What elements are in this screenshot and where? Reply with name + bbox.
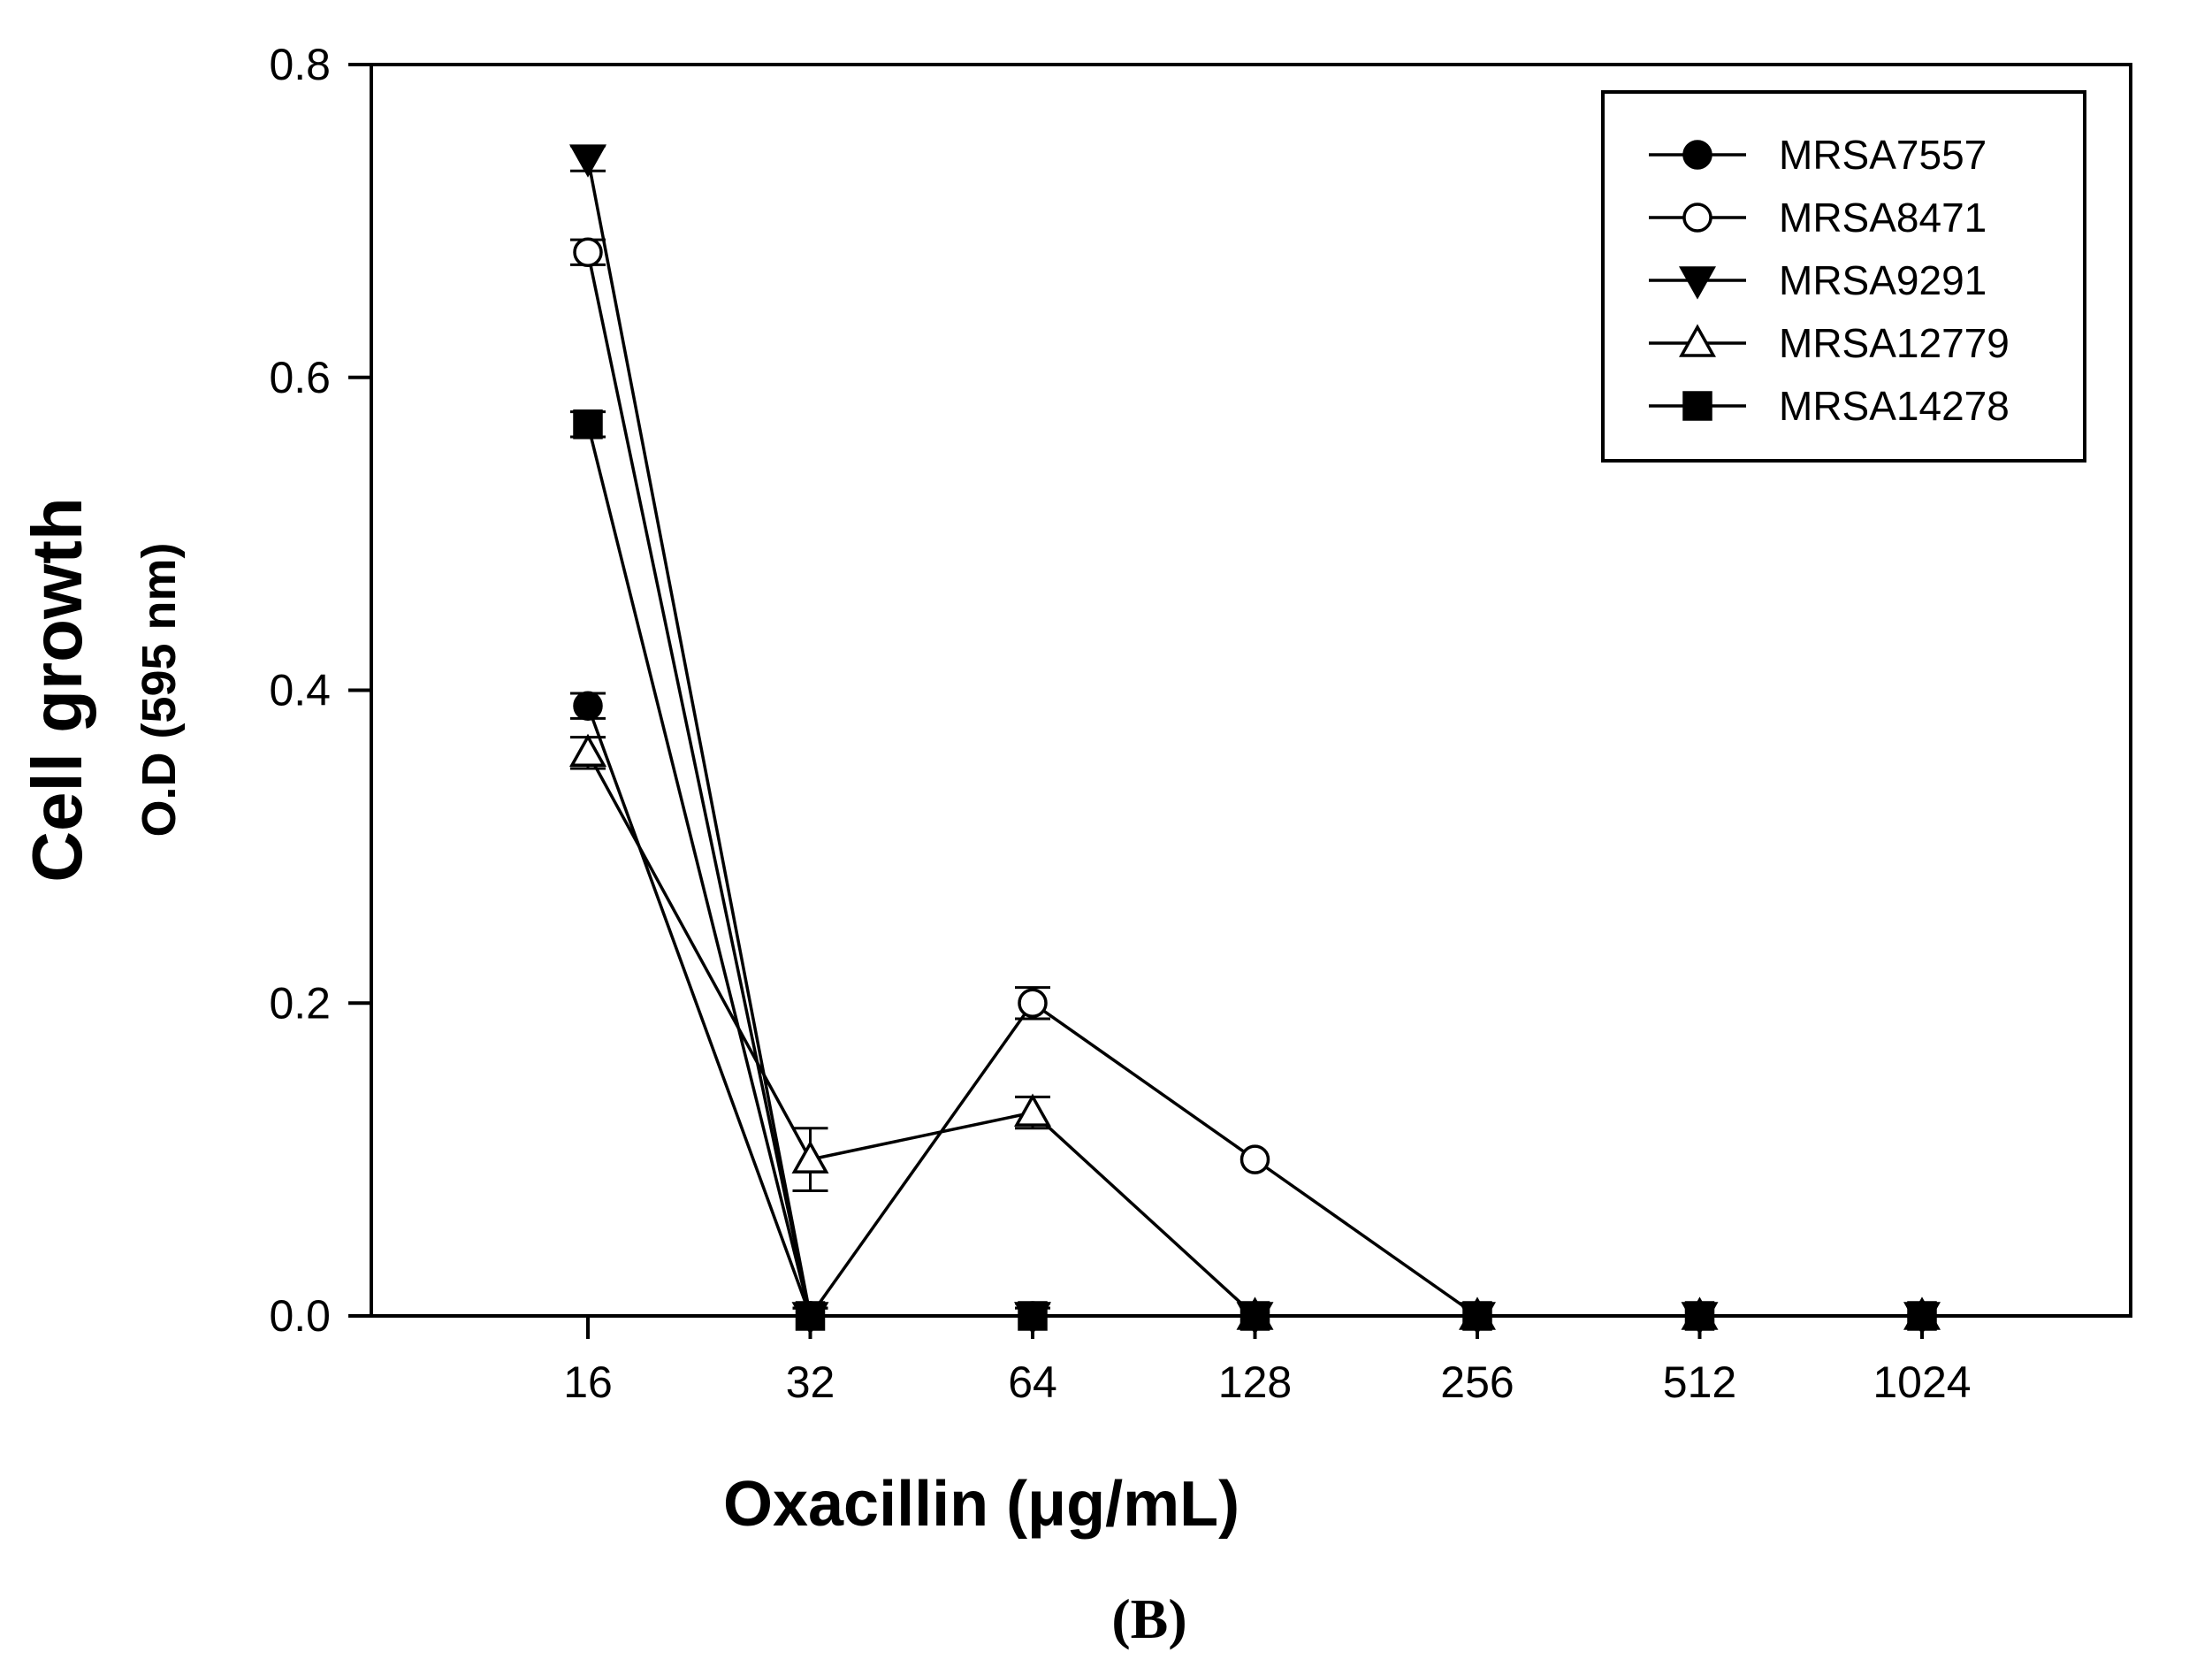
x-tick-label: 128 [1218, 1357, 1292, 1407]
data-point-mrsa14278 [1462, 1301, 1492, 1331]
y-tick-label: 0.0 [269, 1291, 331, 1341]
legend-marker-mrsa8471 [1682, 203, 1712, 233]
x-tick-label: 64 [1008, 1357, 1057, 1407]
data-point-mrsa14278 [1239, 1301, 1270, 1331]
legend-label: MRSA9291 [1779, 257, 1987, 303]
data-point-mrsa14278 [795, 1301, 826, 1331]
x-tick-label: 1024 [1873, 1357, 1971, 1407]
data-point-mrsa9291 [569, 144, 606, 178]
data-point-mrsa12779 [791, 1140, 829, 1174]
x-tick-label: 512 [1663, 1357, 1736, 1407]
data-point-mrsa8471 [1239, 1144, 1270, 1174]
x-tick-label: 16 [563, 1357, 613, 1407]
data-point-mrsa14278 [573, 409, 603, 440]
legend-label: MRSA12779 [1779, 320, 2010, 366]
data-point-mrsa14278 [1018, 1301, 1048, 1331]
legend-item: MRSA14278 [1649, 383, 2010, 429]
y-tick-label: 0.2 [269, 978, 331, 1028]
data-point-mrsa8471 [573, 237, 603, 267]
legend-marker-mrsa14278 [1682, 391, 1712, 421]
legend-marker-mrsa7557 [1682, 140, 1712, 170]
data-point-mrsa8471 [1018, 988, 1048, 1018]
y-axis-subtitle: O.D (595 nm) [133, 542, 186, 837]
y-tick-label: 0.6 [269, 353, 331, 402]
legend-item: MRSA7557 [1649, 132, 1987, 178]
series-markers [569, 144, 1941, 1335]
data-point-mrsa14278 [1907, 1301, 1937, 1331]
legend-label: MRSA7557 [1779, 132, 1987, 178]
legend-item: MRSA9291 [1649, 257, 1987, 303]
legend: MRSA7557 MRSA8471 MRSA9291 MRSA12779 MRSA142… [1601, 90, 2086, 463]
legend-label: MRSA8471 [1779, 195, 1987, 241]
x-tick-label: 32 [786, 1357, 835, 1407]
x-axis: 16 32 64 128 256 512 1024 [563, 1316, 1972, 1407]
legend-item: MRSA8471 [1649, 195, 1987, 241]
legend-marker-mrsa9291 [1679, 266, 1716, 300]
panel-label: (B) [1111, 1587, 1186, 1650]
y-tick-label: 0.8 [269, 40, 331, 89]
x-axis-title: Oxacillin (μg/mL) [723, 1469, 1239, 1540]
data-point-mrsa7557 [573, 691, 603, 721]
y-axis-title: Cell growth [18, 497, 96, 883]
data-point-mrsa12779 [569, 733, 606, 767]
series-layer [569, 144, 1941, 1335]
legend-label: MRSA14278 [1779, 383, 2010, 429]
data-point-mrsa14278 [1684, 1301, 1715, 1331]
legend-item: MRSA12779 [1649, 320, 2010, 366]
y-tick-label: 0.4 [269, 666, 331, 715]
y-axis: 0.0 0.2 0.4 0.6 0.8 [269, 40, 371, 1341]
x-tick-label: 256 [1440, 1357, 1514, 1407]
data-point-mrsa12779 [1014, 1093, 1051, 1127]
legend-marker-mrsa12779 [1679, 324, 1716, 357]
